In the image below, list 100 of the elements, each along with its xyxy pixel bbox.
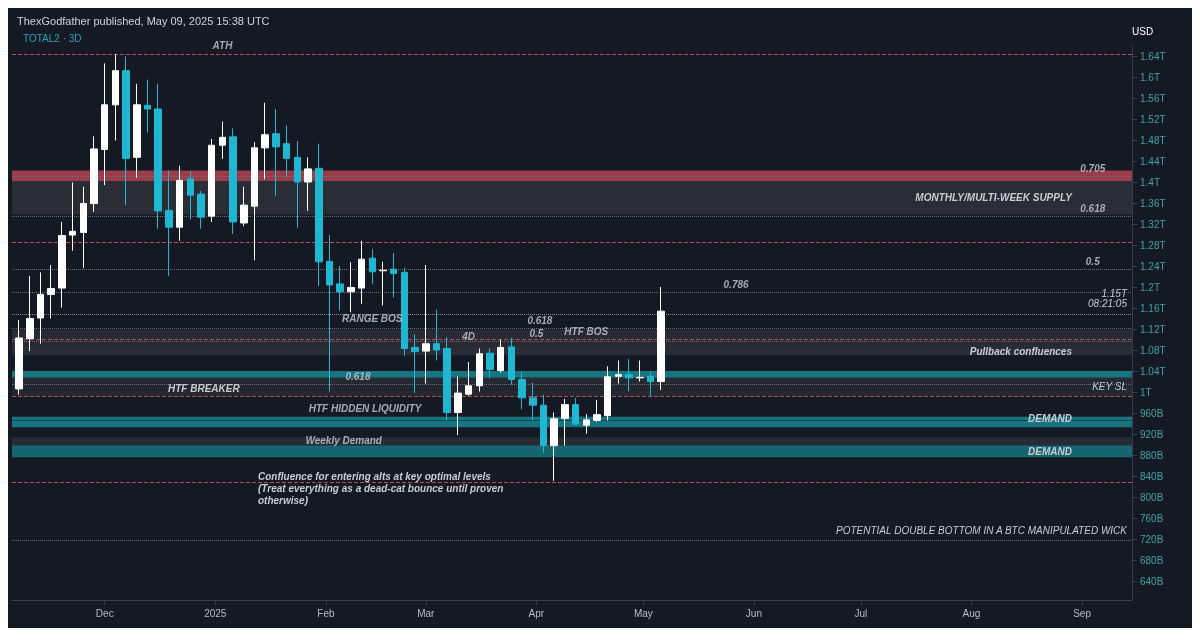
y-axis-title: USD — [1132, 25, 1154, 37]
annotation: 0.705 — [1080, 162, 1106, 174]
candlestick — [636, 360, 644, 383]
candlestick — [508, 337, 515, 386]
candlestick — [379, 261, 387, 306]
candlestick — [176, 165, 183, 242]
y-tick-label: 1.4T — [1140, 177, 1161, 189]
candlestick — [454, 375, 462, 436]
annotation: HTF BOS — [564, 325, 609, 337]
candlestick — [90, 135, 98, 213]
y-tick-label: 1.6T — [1140, 72, 1161, 84]
candlestick — [58, 221, 66, 309]
candlestick — [37, 271, 44, 345]
candlestick — [315, 143, 323, 287]
candlestick — [561, 398, 569, 447]
x-tick-label: Sep — [1073, 607, 1092, 619]
y-tick-label: 800B — [1140, 492, 1164, 504]
annotation: ATH — [211, 40, 234, 52]
candlestick — [69, 182, 76, 252]
candlestick — [154, 83, 162, 230]
candlestick — [187, 171, 194, 220]
band-label: DEMAND — [1028, 445, 1072, 457]
candlestick — [197, 190, 205, 230]
candlestick — [219, 121, 226, 160]
candlestick — [497, 339, 504, 374]
annotation: 0.618 — [527, 315, 553, 327]
annotation: 0.5 — [1085, 255, 1101, 267]
annotation: HTF BREAKER — [168, 382, 241, 394]
x-tick-label: May — [633, 607, 653, 619]
y-tick-label: 1.28T — [1140, 240, 1166, 252]
candlestick — [518, 371, 526, 410]
annotation: 0.5 — [529, 328, 544, 340]
x-tick-label: Dec — [95, 607, 114, 619]
candlestick — [122, 56, 130, 206]
y-tick-label: 1.08T — [1140, 345, 1166, 357]
x-tick-label: Jun — [745, 607, 762, 619]
candlestick — [326, 234, 333, 393]
candlestick — [101, 62, 108, 186]
y-tick-label: 1.44T — [1140, 156, 1166, 168]
candlestick — [272, 108, 280, 197]
candlestick — [112, 53, 119, 142]
candlestick — [657, 286, 665, 391]
candlestick — [529, 382, 537, 421]
candlestick — [240, 186, 248, 227]
candlestick — [251, 141, 258, 261]
annotation: HTF HIDDEN LIQUIDITY — [308, 403, 423, 415]
candlestick — [647, 370, 654, 397]
x-tick-label: Feb — [317, 607, 335, 619]
x-tick-label: Mar — [417, 607, 436, 619]
candlestick — [583, 413, 590, 435]
candlestick — [229, 127, 237, 235]
y-tick-label: 1.24T — [1140, 261, 1166, 273]
ref-line-label: KEY SL — [1092, 380, 1127, 392]
y-tick-label: 1.16T — [1140, 303, 1166, 315]
candlestick — [572, 397, 579, 426]
y-tick-label: 880B — [1140, 450, 1164, 462]
band-label: MONTHLY/MULTI-WEEK SUPPLY — [915, 192, 1074, 204]
candlestick — [26, 275, 34, 352]
candlestick — [625, 358, 633, 393]
candlestick — [304, 156, 312, 212]
candlestick — [208, 138, 215, 223]
annotation: Weekly Demand — [305, 435, 383, 447]
candlestick — [433, 309, 440, 362]
x-tick-label: Aug — [962, 607, 981, 619]
candlestick — [390, 252, 397, 299]
candlestick — [465, 361, 472, 397]
y-tick-label: 1.64T — [1140, 51, 1166, 62]
band-label: DEMAND — [1028, 412, 1072, 424]
candlestick — [540, 394, 547, 454]
y-tick-label: 760B — [1140, 513, 1164, 525]
candlestick — [550, 412, 558, 482]
y-tick-label: 1.12T — [1140, 324, 1166, 336]
candlestick — [476, 347, 483, 393]
y-tick-label: 720B — [1140, 534, 1164, 546]
candlestick — [443, 336, 451, 421]
x-tick-label: Jul — [854, 607, 868, 619]
candlestick — [294, 140, 301, 229]
candlestick — [336, 265, 344, 312]
chart-subtitle: ThexGodfather published, May 09, 2025 15:38 UTC — [17, 14, 270, 27]
y-tick-label: 640B — [1140, 576, 1164, 588]
candlestick — [401, 267, 408, 357]
ref-line-label: POTENTIAL DOUBLE BOTTOM IN A BTC MANIPULATED WICK — [836, 524, 1129, 536]
annotation: 0.618 — [345, 371, 371, 383]
chart-title: TOTAL2 · 3D — [23, 32, 82, 44]
candlestick — [615, 360, 622, 385]
candlestick — [261, 102, 269, 180]
candlestick — [15, 319, 23, 396]
candlestick — [422, 264, 430, 385]
annotation: Confluence for entering alts at key optimal levels (Treat everything as a dead-cat bounce until proven otherwise) — [258, 470, 504, 506]
y-tick-label: 1.56T — [1140, 93, 1166, 105]
y-tick-label: 920B — [1140, 429, 1164, 441]
candlestick — [358, 240, 365, 305]
annotation: 4D — [461, 330, 475, 342]
y-tick-label: 1.48T — [1140, 135, 1166, 147]
candlestick — [144, 79, 151, 134]
y-tick-label: 1.2T — [1140, 282, 1161, 294]
x-tick-label: Apr — [528, 607, 545, 619]
y-tick-label: 1.36T — [1140, 198, 1166, 210]
candlestick — [593, 399, 601, 423]
y-tick-label: 1T — [1140, 387, 1152, 399]
